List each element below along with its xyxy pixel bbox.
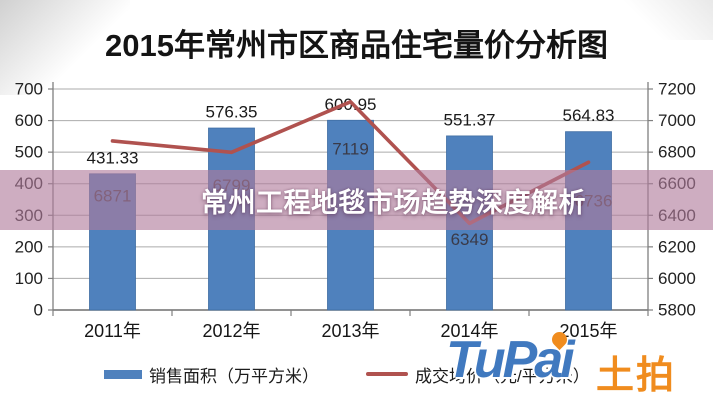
line-series-swatch-icon	[366, 372, 408, 376]
legend-item-avg-price: 成交均价（元/平方米）	[366, 362, 590, 386]
right-axis-tick-label: 7000	[658, 111, 696, 130]
left-axis-tick-label: 200	[15, 237, 43, 256]
left-axis-tick-label: 600	[15, 111, 43, 130]
right-axis-tick-label: 5800	[658, 301, 696, 320]
bar-value-label: 431.33	[87, 148, 139, 167]
left-axis-tick-label: 500	[15, 143, 43, 162]
right-axis-tick-label: 6000	[658, 269, 696, 288]
left-axis-tick-label: 700	[15, 80, 43, 99]
legend-label-avg-price: 成交均价（元/平方米）	[415, 366, 590, 386]
chart-legend: 销售面积（万平方米） 成交均价（元/平方米）	[0, 362, 713, 386]
overlay-banner-text: 常州工程地毯市场趋势深度解析	[201, 187, 586, 218]
left-axis-tick-label: 0	[34, 301, 43, 320]
overlay-banner: 常州工程地毯市场趋势深度解析	[0, 170, 713, 230]
legend-label-sales-area: 销售面积（万平方米）	[149, 366, 319, 386]
x-axis-label: 2013年	[321, 321, 379, 341]
left-axis-tick-label: 100	[15, 269, 43, 288]
bar-series-swatch-icon	[104, 369, 142, 379]
bar-value-label: 551.37	[444, 110, 496, 129]
bar-value-label: 576.35	[206, 103, 258, 122]
right-axis-tick-label: 6800	[658, 143, 696, 162]
x-axis-label: 2011年	[84, 321, 141, 341]
right-axis-tick-label: 7200	[658, 80, 696, 99]
bar-value-label: 564.83	[563, 106, 615, 125]
x-axis-label: 2015年	[559, 321, 617, 341]
chart-title: 2015年常州市区商品住宅量价分析图	[105, 28, 608, 63]
x-axis-label: 2012年	[202, 321, 260, 341]
right-axis-tick-label: 6200	[658, 237, 696, 256]
price-point-label: 6349	[451, 230, 489, 249]
legend-item-sales-area: 销售面积（万平方米）	[104, 362, 319, 386]
price-point-label: 7119	[332, 139, 369, 158]
x-axis-label: 2014年	[440, 321, 498, 341]
